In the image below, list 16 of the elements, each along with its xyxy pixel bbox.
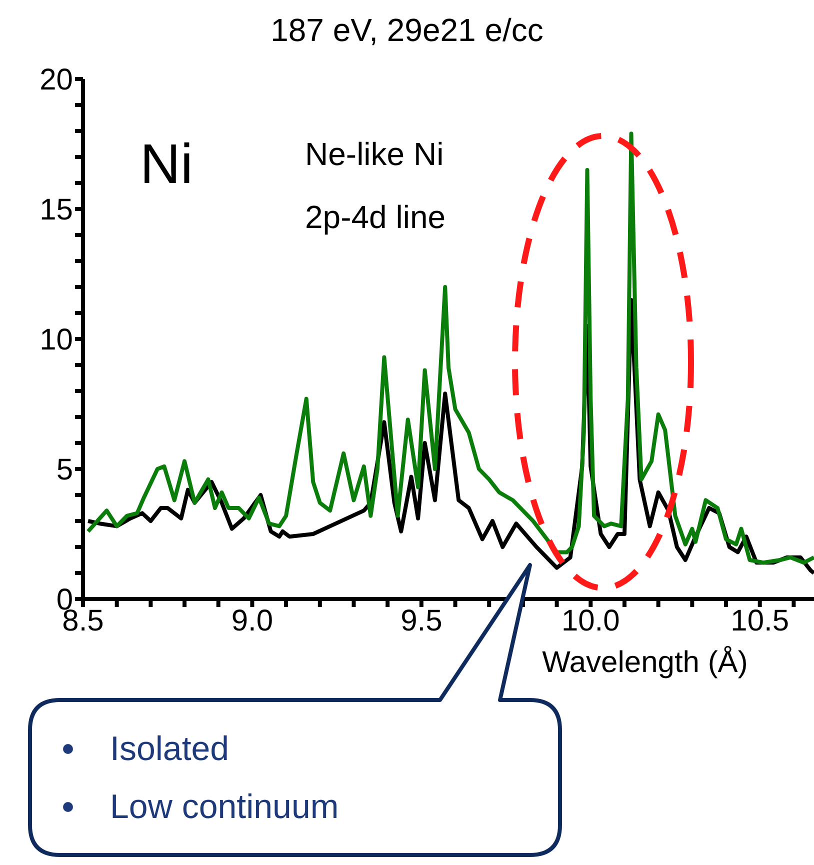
annotation: Ni	[140, 132, 193, 195]
x-tick-label: 10.0	[561, 604, 620, 638]
x-axis-title: Wavelength (Å)	[542, 645, 748, 679]
x-tick-label: 10.5	[730, 604, 790, 638]
annotation: 2p-4d line	[305, 199, 446, 235]
y-tick-label: 20	[40, 64, 73, 97]
y-tick-label: 15	[40, 194, 73, 227]
annotation: Ne-like Ni	[305, 136, 444, 172]
x-tick-label: 9.0	[231, 604, 274, 638]
line-series	[86, 132, 814, 565]
text: Isolated	[110, 730, 230, 768]
chart-title: 187 eV, 29e21 e/cc	[270, 12, 544, 49]
y-tick-label: 10	[40, 324, 73, 357]
text: Low continuum	[110, 788, 339, 826]
x-tick-label: 9.5	[400, 604, 442, 638]
y-tick-label: 5	[56, 454, 73, 487]
